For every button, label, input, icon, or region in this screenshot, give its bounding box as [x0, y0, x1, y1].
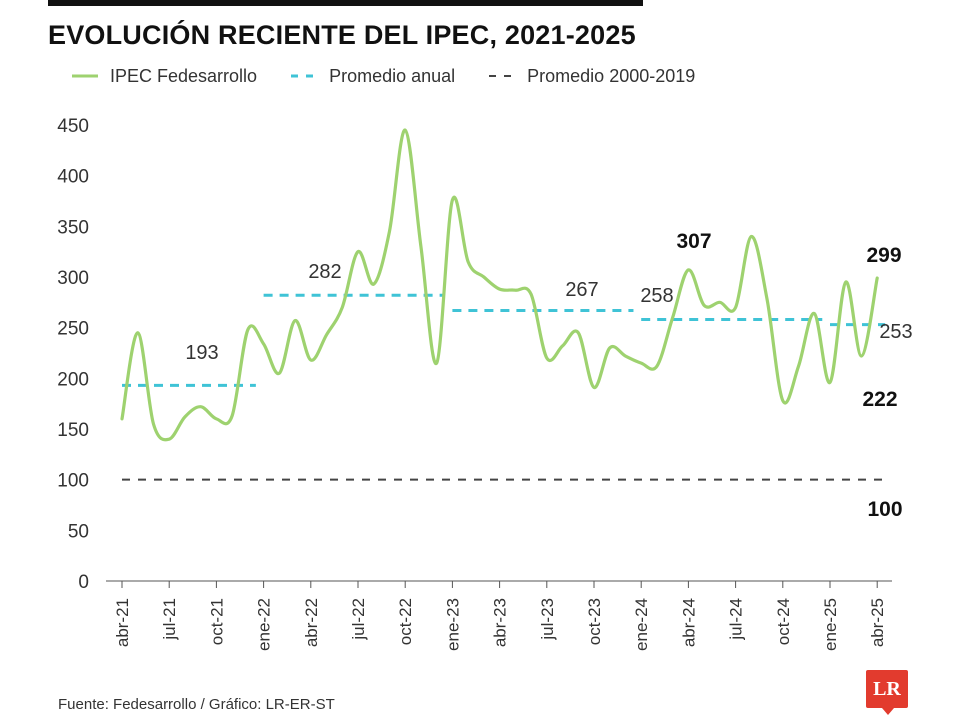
promedio-anual-label: 193 [185, 342, 218, 364]
x-tick-label: oct-24 [774, 598, 793, 645]
x-tick-label: oct-22 [396, 598, 415, 645]
y-tick-label: 400 [57, 167, 89, 188]
x-tick-label: ene-24 [632, 598, 651, 651]
x-tick-label: abr-22 [302, 598, 321, 647]
promedio-anual-label: 282 [308, 261, 341, 283]
promedio-anual-label: 253 [879, 321, 912, 343]
lr-logo: LR [866, 670, 908, 715]
source-note: Fuente: Fedesarrollo / Gráfico: LR-ER-ST [58, 696, 335, 713]
y-tick-label: 50 [68, 521, 89, 542]
y-tick-label: 250 [57, 319, 89, 340]
x-tick-label: oct-21 [207, 598, 226, 645]
x-tick-label: ene-25 [821, 598, 840, 651]
legend-label-promedio-2000-2019: Promedio 2000-2019 [527, 65, 696, 86]
x-tick-label: oct-23 [585, 598, 604, 645]
ipec-line [120, 128, 879, 442]
y-tick-label: 350 [57, 217, 89, 238]
legend-swatch-ipec [72, 74, 98, 78]
x-tick-label: abr-21 [113, 598, 132, 647]
annotation-label: 307 [676, 230, 711, 253]
x-tick-label: abr-23 [491, 598, 510, 647]
top-rule [48, 0, 643, 6]
promedio-anual-label: 258 [640, 285, 673, 307]
legend-label-ipec: IPEC Fedesarrollo [110, 65, 258, 86]
annotation-label: 222 [862, 388, 897, 411]
chart-title: EVOLUCIÓN RECIENTE DEL IPEC, 2021-2025 [48, 20, 636, 50]
legend-swatch-promedio-2000-2019 [489, 75, 516, 77]
x-tick-label: jul-22 [349, 598, 368, 641]
y-tick-label: 150 [57, 420, 89, 441]
x-tick-label: abr-24 [679, 598, 698, 647]
y-tick-label: 100 [57, 471, 89, 492]
x-tick-label: jul-24 [727, 598, 746, 641]
y-tick-label: 450 [57, 116, 89, 137]
legend-item-promedio-2000-2019: Promedio 2000-2019 [489, 66, 695, 87]
x-tick-label: abr-25 [868, 598, 887, 647]
x-tick-label: ene-23 [443, 598, 462, 651]
legend-swatch-promedio-anual [291, 74, 318, 78]
legend-item-ipec: IPEC Fedesarrollo [72, 66, 257, 87]
chart-legend: IPEC Fedesarrollo Promedio anual Promedi… [72, 62, 729, 90]
x-tick-label: jul-23 [538, 598, 557, 641]
y-tick-label: 200 [57, 369, 89, 390]
legend-item-promedio-anual: Promedio anual [291, 66, 455, 87]
x-tick-label: ene-22 [255, 598, 274, 651]
annotation-label: 299 [866, 244, 901, 267]
annotation-label: 100 [867, 498, 902, 521]
y-tick-label: 0 [78, 572, 89, 593]
x-tick-label: jul-21 [160, 598, 179, 641]
y-tick-label: 300 [57, 268, 89, 289]
promedio-anual-label: 267 [565, 279, 598, 301]
legend-label-promedio-anual: Promedio anual [329, 65, 456, 86]
